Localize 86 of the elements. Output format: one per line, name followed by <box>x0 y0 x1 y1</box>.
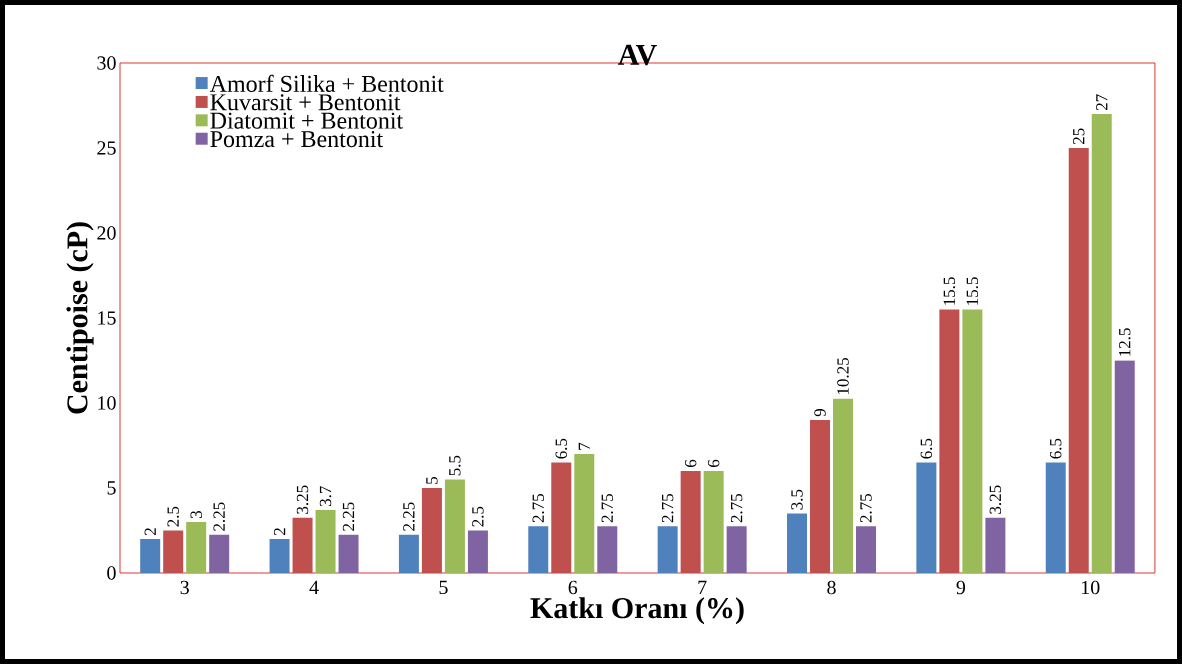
bar <box>1068 147 1089 573</box>
data-label: 6.5 <box>1049 438 1062 459</box>
bar <box>398 534 419 573</box>
data-label: 2.75 <box>860 493 872 523</box>
bar <box>810 420 831 573</box>
data-label: 5.5 <box>449 455 461 476</box>
legend-label: Pomza + Bentonit <box>210 131 384 148</box>
data-label: 3.7 <box>319 486 332 507</box>
x-axis-title: Katkı Oranı (%) <box>530 597 744 625</box>
bar <box>1114 360 1135 573</box>
y-tick-label: 5 <box>107 481 116 495</box>
bar <box>209 534 230 573</box>
legend-label: Kuvarsit + Bentonit <box>210 94 401 111</box>
bar <box>421 488 442 573</box>
data-label: 3.25 <box>989 485 1002 514</box>
y-tick-label: 15 <box>98 311 116 325</box>
data-label: 2.75 <box>532 493 545 523</box>
x-tick-label: 8 <box>827 580 836 595</box>
bar <box>856 526 877 573</box>
bar <box>269 539 290 573</box>
data-label: 6.5 <box>555 438 568 459</box>
x-tick-label: 4 <box>309 580 319 594</box>
bar <box>1045 462 1066 573</box>
data-label: 3.25 <box>296 485 309 514</box>
data-label: 7 <box>578 442 590 450</box>
data-label: 25 <box>1073 128 1085 145</box>
bar <box>1091 114 1112 573</box>
x-tick-label: 3 <box>180 580 189 595</box>
bar <box>703 471 724 573</box>
data-label: 2.25 <box>342 502 355 531</box>
bar <box>787 513 808 573</box>
data-label: 6 <box>684 459 697 468</box>
data-label: 9 <box>814 408 826 417</box>
data-label: 6.5 <box>920 438 933 459</box>
bar <box>292 517 313 573</box>
data-label: 6 <box>707 459 720 468</box>
x-tick-label: 5 <box>439 580 448 595</box>
bar <box>528 526 549 573</box>
y-tick-label: 25 <box>97 141 116 155</box>
legend-label: Amorf Silika + Bentonit <box>209 74 444 92</box>
data-label: 2 <box>273 528 286 536</box>
bar <box>597 526 618 573</box>
bar <box>657 526 678 573</box>
data-label: 5 <box>426 476 438 484</box>
x-tick-label: 7 <box>698 580 707 594</box>
chart-title: AV <box>618 44 657 66</box>
y-tick-label: 20 <box>97 226 116 240</box>
data-label: 2.75 <box>730 493 743 523</box>
y-tick-label: 30 <box>97 56 116 70</box>
data-label: 2.5 <box>472 506 484 527</box>
bar <box>186 522 207 573</box>
data-label: 10.25 <box>837 357 849 395</box>
bar <box>939 309 960 573</box>
data-label: 2.5 <box>167 506 179 527</box>
data-label: 12.5 <box>1118 328 1131 356</box>
legend-label: Diatomit + Bentonit <box>210 112 404 129</box>
data-label: 2.25 <box>213 502 225 531</box>
y-axis-title: Centipoise (cP) <box>66 222 94 414</box>
bar <box>467 530 488 573</box>
bar <box>315 510 336 573</box>
data-label: 27 <box>1096 94 1108 111</box>
data-label: 3 <box>190 510 202 518</box>
data-label: 2.75 <box>601 493 614 523</box>
data-label: 2.75 <box>661 493 674 523</box>
bar <box>985 517 1006 573</box>
bar <box>916 462 937 573</box>
bar <box>726 526 747 573</box>
bar <box>551 462 572 573</box>
bar <box>833 398 854 573</box>
bar <box>962 309 983 573</box>
data-label: 3.5 <box>791 489 803 510</box>
bar <box>444 479 465 573</box>
y-tick-label: 10 <box>98 396 116 410</box>
bar <box>574 454 595 573</box>
y-tick-label: 0 <box>107 566 116 580</box>
x-tick-label: 9 <box>956 580 966 595</box>
bar <box>680 471 701 573</box>
data-label: 15.5 <box>943 277 956 305</box>
bar <box>163 530 184 573</box>
data-label: 15.5 <box>966 277 979 305</box>
data-label: 2 <box>144 528 156 536</box>
x-tick-label: 10 <box>1082 580 1100 595</box>
data-label: 2.25 <box>403 502 415 531</box>
bar <box>338 534 359 573</box>
bar <box>140 539 161 573</box>
x-tick-label: 6 <box>568 580 578 595</box>
